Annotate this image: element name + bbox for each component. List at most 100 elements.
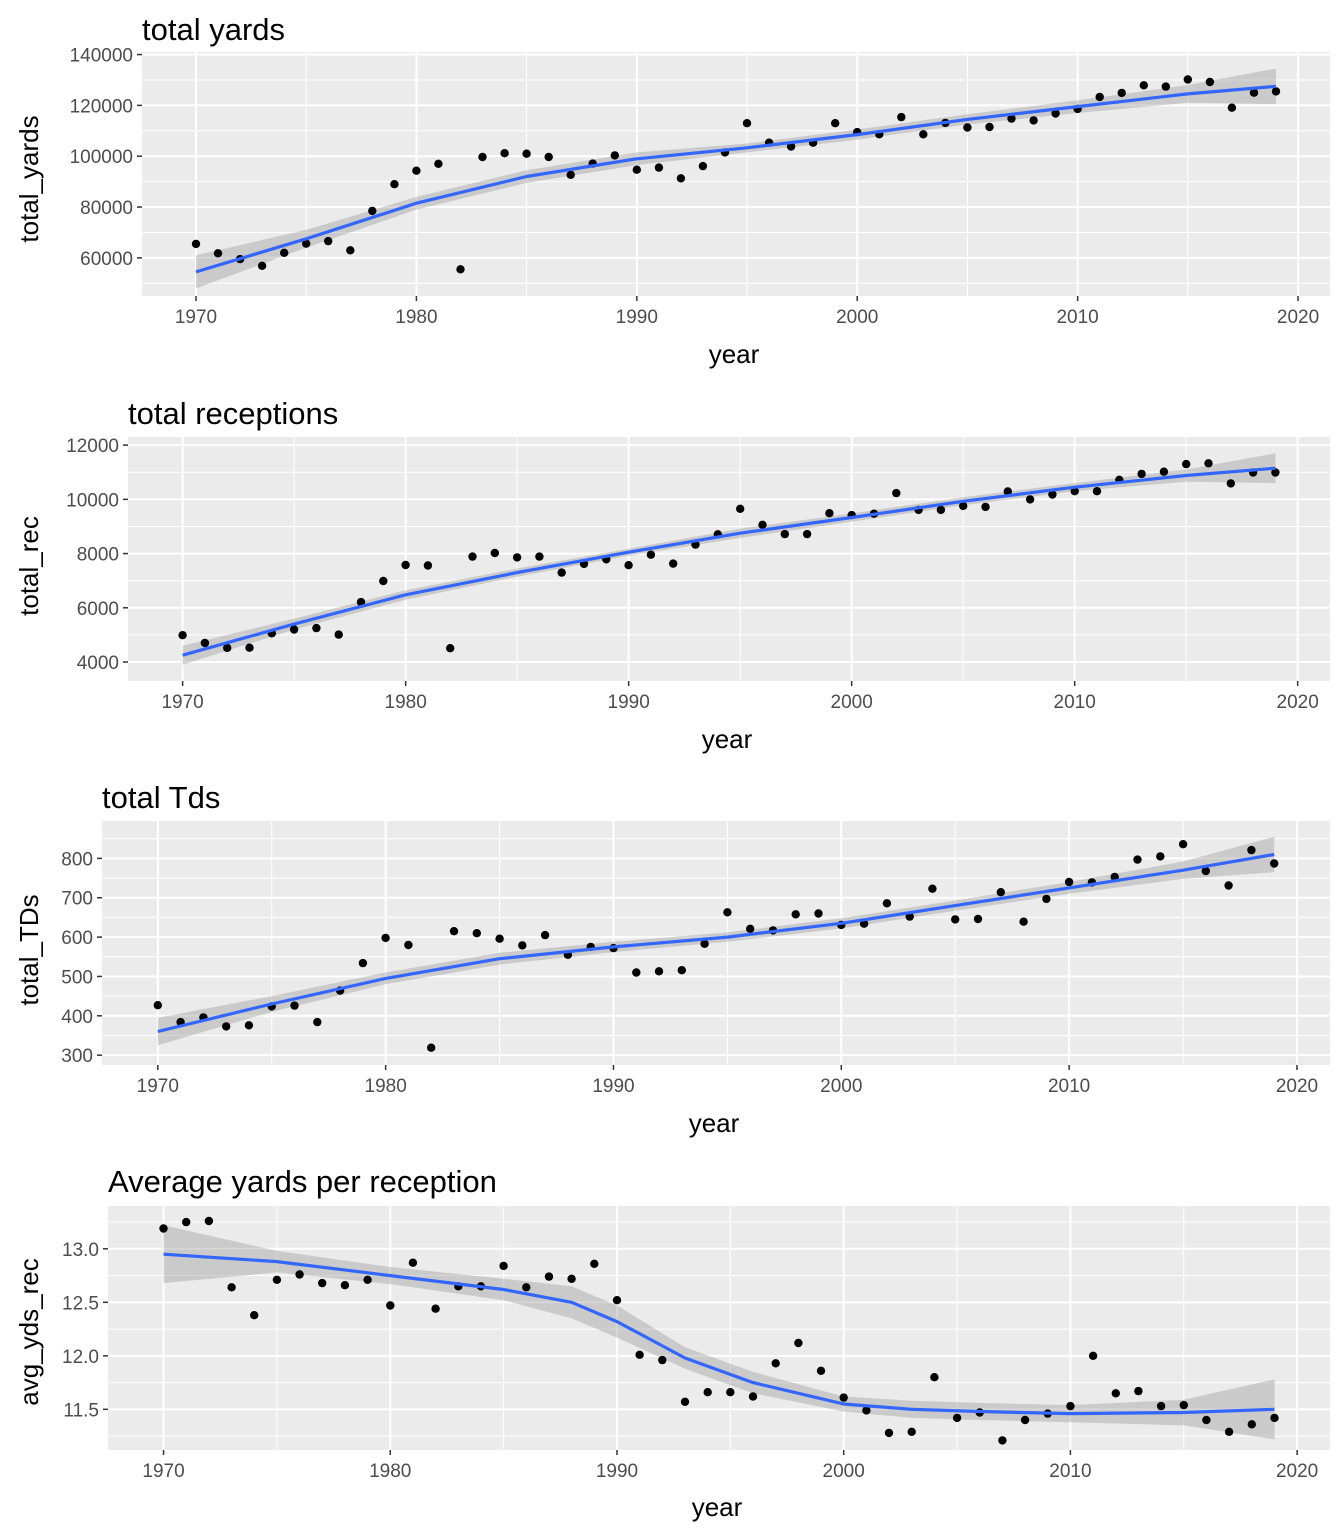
panel-total-tds: total Tds year total_TDs 1970 1980 1990 200… <box>14 780 1330 1138</box>
data-point <box>1227 103 1237 112</box>
plot-area <box>108 1206 1330 1450</box>
data-point <box>295 1270 304 1279</box>
panel-average-yards-per-reception: Average yards per reception year avg_yds… <box>14 1164 1330 1522</box>
data-point <box>786 142 796 151</box>
data-point <box>1156 1401 1166 1411</box>
data-point <box>1095 92 1104 102</box>
data-point <box>816 1366 826 1376</box>
x-tick-label: 2000 <box>823 1461 865 1482</box>
data-point <box>456 265 465 274</box>
data-point <box>1070 487 1079 496</box>
data-point <box>1247 845 1256 855</box>
data-point <box>1092 487 1102 496</box>
data-point <box>313 1017 322 1027</box>
data-point <box>412 166 421 175</box>
x-axis-title: year <box>689 1108 740 1138</box>
data-point <box>346 246 355 255</box>
data-point <box>746 924 755 933</box>
data-point <box>153 1001 162 1010</box>
data-point <box>882 899 892 908</box>
x-tick-label: 1970 <box>175 307 217 328</box>
data-point <box>998 1436 1007 1445</box>
y-tick-label: 8000 <box>77 545 119 566</box>
plot-area <box>128 437 1330 681</box>
panel-total-receptions: total receptions year total_rec 1970 1980… <box>14 396 1330 754</box>
data-point <box>567 1274 576 1284</box>
data-point <box>535 552 544 561</box>
y-tick-label: 12000 <box>66 436 119 457</box>
panel-title: Average yards per reception <box>108 1164 497 1199</box>
data-point <box>204 1216 214 1226</box>
data-point <box>963 123 972 132</box>
data-point <box>1178 840 1188 849</box>
data-point <box>1111 1389 1121 1398</box>
data-point <box>928 884 937 893</box>
data-point <box>1161 82 1171 91</box>
plot-area <box>142 52 1330 296</box>
data-point <box>1064 877 1074 887</box>
data-point <box>379 576 388 586</box>
panel-title: total Tds <box>102 780 220 815</box>
data-point <box>646 550 656 559</box>
data-point <box>178 631 187 640</box>
data-point <box>780 529 789 539</box>
data-point <box>952 1413 962 1423</box>
data-point <box>566 170 575 179</box>
x-tick-label: 1970 <box>161 692 203 713</box>
data-point <box>472 929 481 938</box>
data-point <box>544 1272 554 1281</box>
data-point <box>612 1296 622 1305</box>
data-point <box>312 623 321 633</box>
confidence-band <box>163 1225 1275 1440</box>
confidence-band <box>157 836 1275 1046</box>
y-tick-label: 300 <box>61 1046 93 1067</box>
confidence-band <box>196 68 1276 289</box>
y-tick-label: 120000 <box>70 96 133 117</box>
x-tick-label: 1990 <box>608 692 650 713</box>
y-axis-title: total_yards <box>14 115 44 242</box>
data-point <box>324 236 333 246</box>
data-point <box>290 1001 299 1010</box>
x-tick-label: 1990 <box>596 1461 638 1482</box>
data-point <box>654 967 664 976</box>
y-tick-label: 600 <box>61 928 93 949</box>
data-point <box>518 941 527 950</box>
trend-line <box>157 852 1275 1034</box>
data-point <box>1020 1415 1030 1425</box>
data-point <box>624 561 633 570</box>
x-tick-label: 2020 <box>1277 692 1319 713</box>
x-tick-label: 2000 <box>831 692 873 713</box>
y-tick-label: 10000 <box>66 490 119 511</box>
x-tick-label: 1980 <box>385 692 427 713</box>
data-point <box>802 529 812 539</box>
data-point <box>635 1350 644 1360</box>
data-point <box>1134 1386 1143 1396</box>
panel-background <box>102 821 1330 1065</box>
y-tick-label: 60000 <box>80 249 133 270</box>
data-point <box>700 939 709 948</box>
data-point <box>244 1021 254 1030</box>
x-tick-label: 1980 <box>365 1076 407 1097</box>
data-point <box>981 502 990 512</box>
data-point <box>1224 881 1233 890</box>
data-point <box>1226 479 1236 488</box>
data-point <box>897 112 906 122</box>
data-point <box>159 1224 168 1233</box>
data-point <box>1066 1401 1075 1411</box>
data-point <box>423 561 433 570</box>
y-tick-label: 11.5 <box>63 1400 99 1421</box>
data-point <box>1117 88 1126 98</box>
data-point <box>726 1388 735 1397</box>
data-point <box>1247 1420 1257 1429</box>
data-point <box>698 161 708 171</box>
data-point <box>368 206 377 216</box>
trend-line <box>182 466 1276 657</box>
data-point <box>1182 459 1191 469</box>
y-tick-label: 500 <box>61 967 93 988</box>
data-point <box>478 152 487 162</box>
x-axis-title: year <box>702 724 753 754</box>
data-point <box>1019 917 1028 926</box>
data-point <box>610 151 619 160</box>
panel-total-yards: total yards year total_yards 1970 1980 199… <box>14 12 1330 369</box>
data-point <box>996 888 1005 897</box>
